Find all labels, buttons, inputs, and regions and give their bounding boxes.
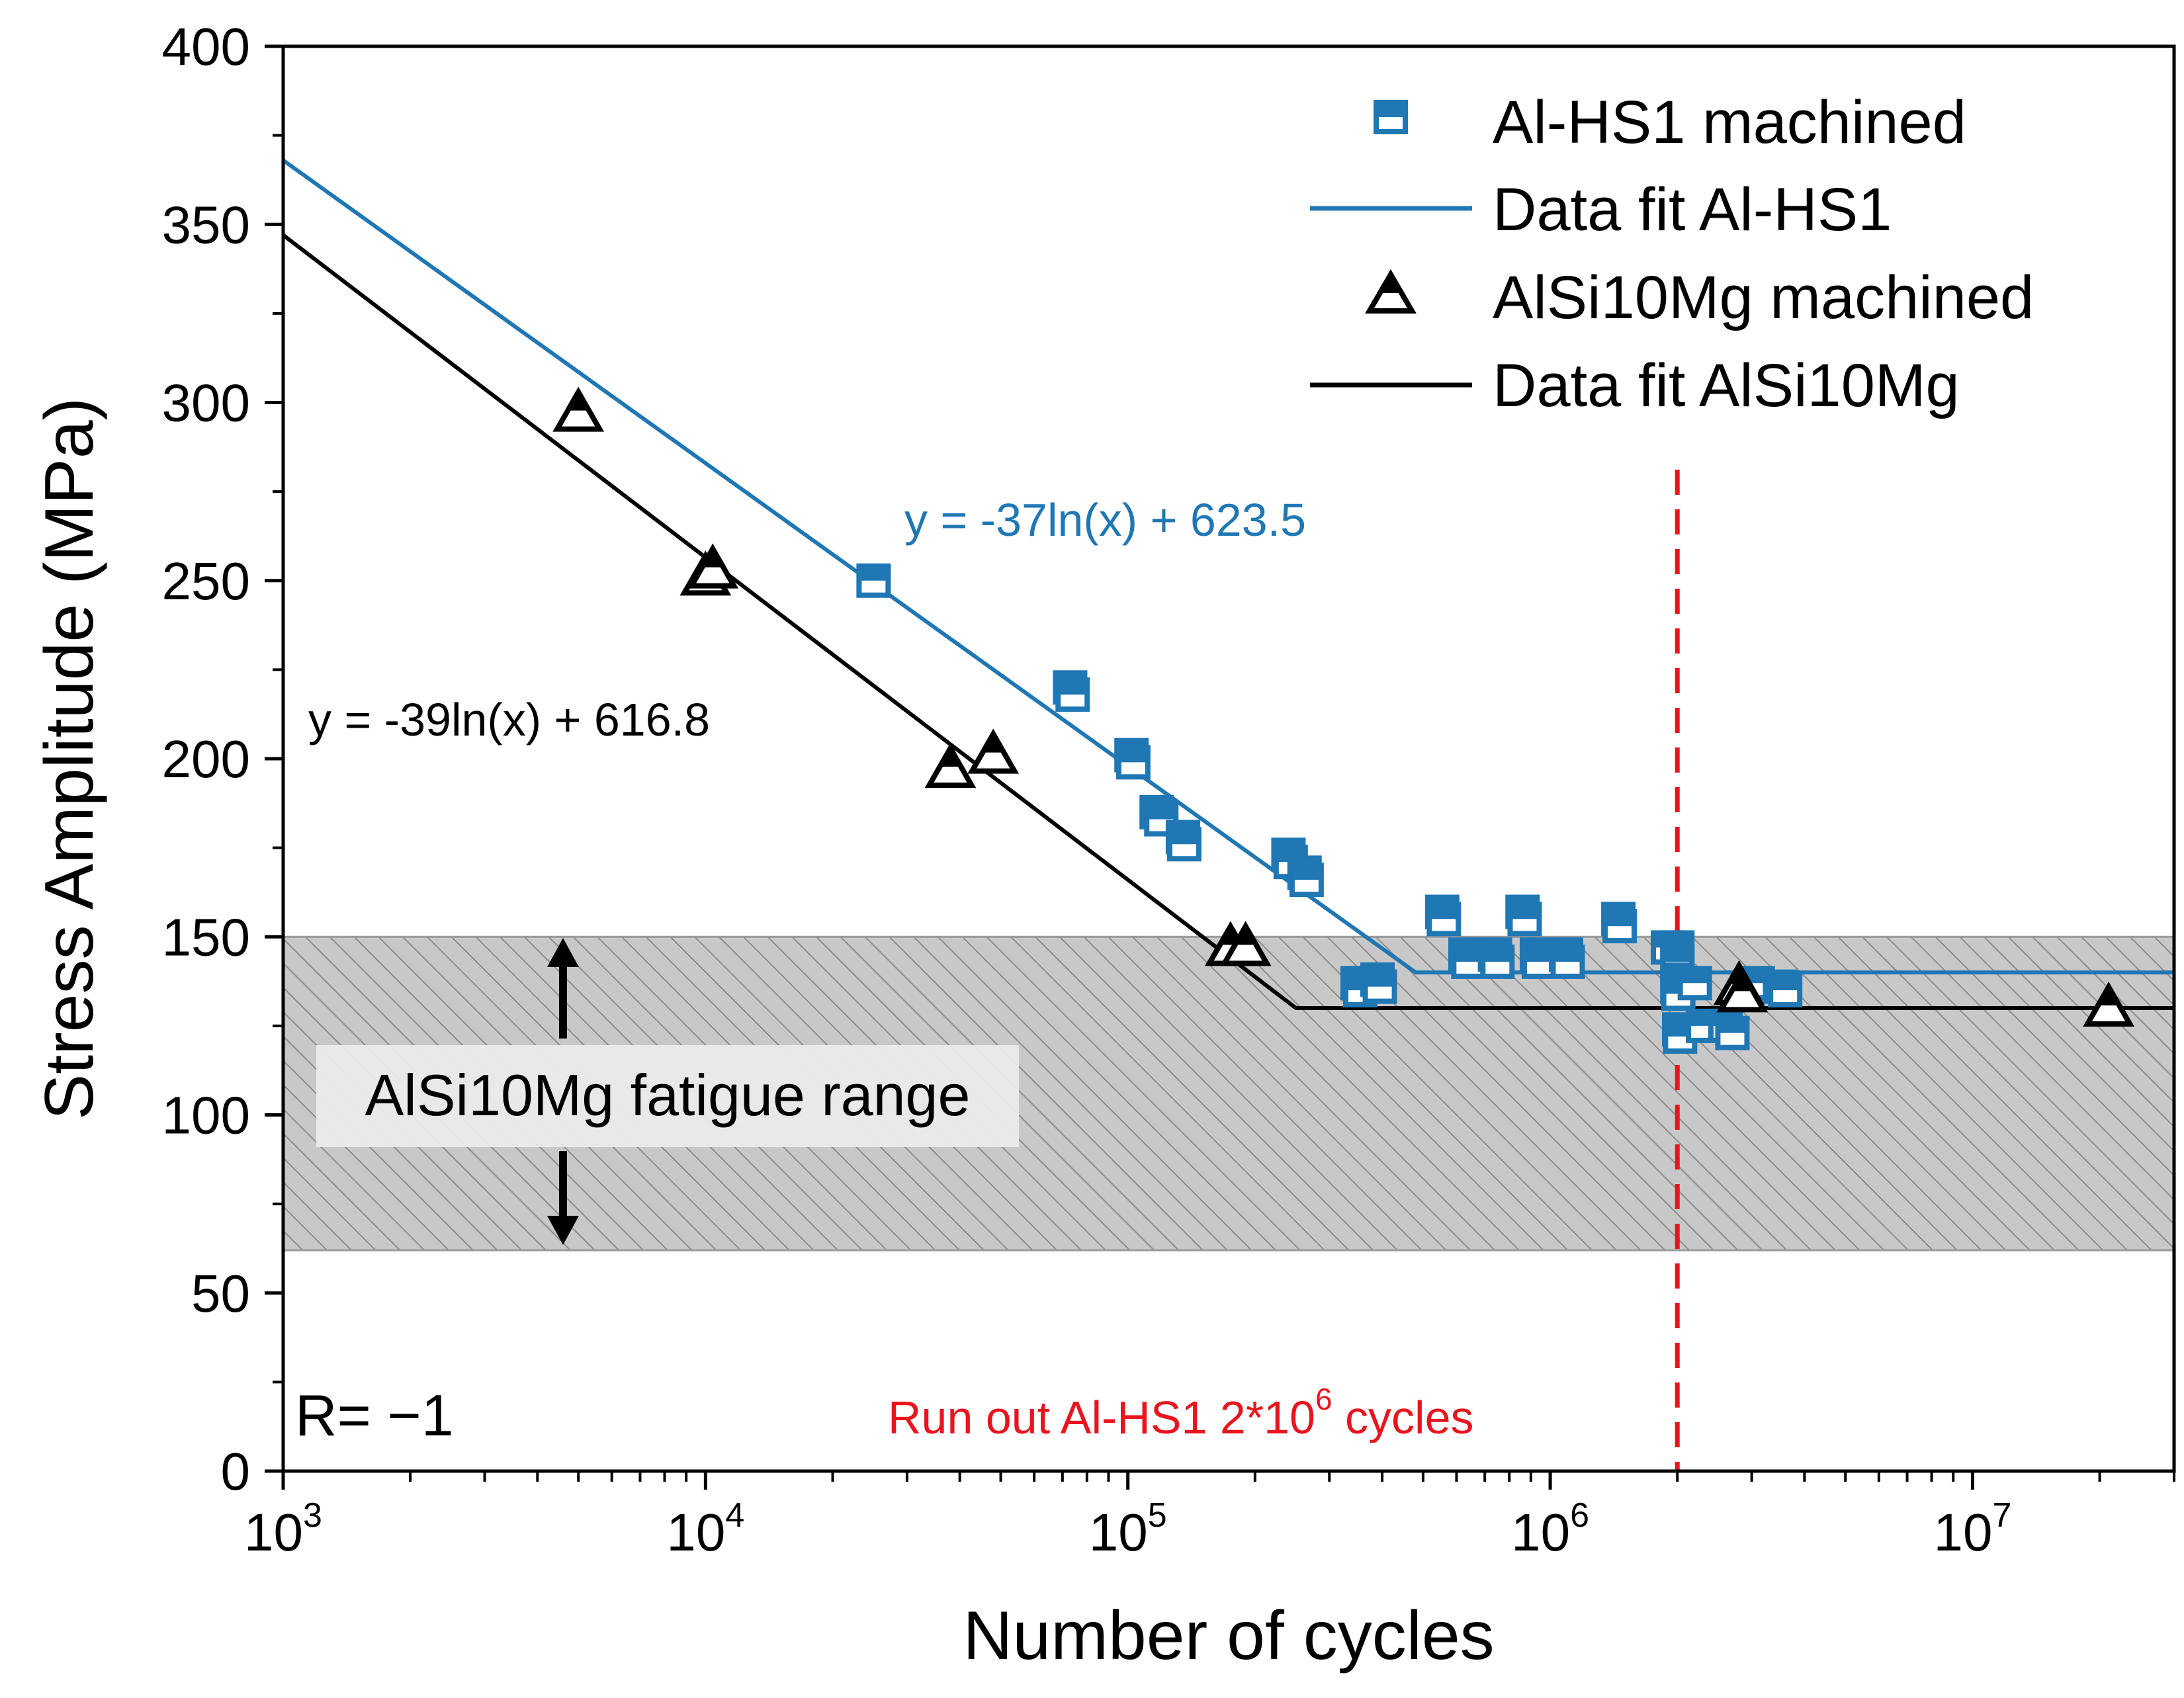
fit-equation-alsi10mg: y = -39ln(x) + 616.8	[308, 694, 710, 745]
al-hs1-point	[1426, 902, 1462, 937]
y-tick-label: 150	[162, 908, 250, 966]
square-marker-fill	[1429, 904, 1459, 919]
al-hs1-point	[1115, 745, 1151, 780]
x-tick-label: 106	[1511, 1496, 1589, 1562]
arrow-down-head	[547, 1216, 579, 1245]
fatigue-range-label-box	[316, 1045, 1019, 1147]
al-hs1-markers	[856, 563, 1803, 1054]
x-axis-title: Number of cycles	[963, 1597, 1494, 1674]
al-hs1-point	[1480, 944, 1515, 979]
square-marker-fill	[1147, 804, 1176, 820]
triangle-marker-fill	[568, 392, 590, 411]
al-hs1-point	[1166, 827, 1201, 862]
al-hs1-point	[1602, 909, 1637, 944]
y-tick-label: 200	[162, 730, 250, 788]
y-tick-label: 250	[162, 552, 250, 611]
square-marker-fill	[1718, 1018, 1747, 1033]
square-marker-fill	[1663, 933, 1692, 948]
y-tick-label: 0	[221, 1442, 251, 1501]
al-hs1-point	[1362, 969, 1397, 1004]
legend-triangle-marker-fill	[1380, 275, 1401, 293]
square-marker-fill	[1553, 947, 1583, 962]
x-tick-label: 105	[1089, 1496, 1167, 1562]
triangle-marker-fill	[702, 548, 724, 568]
square-marker-fill	[859, 566, 889, 581]
alsi10mg-point	[1716, 967, 1769, 1013]
plot-frame	[281, 44, 2176, 1473]
al-hs1-point	[1677, 966, 1712, 1001]
y-tick-label: 50	[191, 1264, 250, 1323]
square-marker-fill	[1524, 947, 1553, 962]
alsi10mg-markers	[552, 386, 2135, 1027]
legend-label-fit-alsi10mg: Data fit AlSi10Mg	[1493, 352, 1960, 419]
triangle-marker-fill	[939, 748, 961, 767]
x-tick-label: 104	[666, 1496, 744, 1562]
al-hs1-point	[1507, 902, 1542, 937]
square-marker-fill	[1770, 976, 1800, 991]
legend-item-al-hs1-machined: Al-HS1 machined	[1374, 89, 1966, 156]
triangle-marker-fill	[2098, 986, 2120, 1005]
r-ratio-label: R= −1	[295, 1382, 454, 1448]
square-marker-fill	[1604, 912, 1634, 927]
legend-label-alsi10mg-machined: AlSi10Mg machined	[1493, 264, 2034, 331]
y-tick-label: 300	[162, 374, 250, 433]
square-marker-fill	[1454, 947, 1483, 962]
fit-line-al-hs1	[283, 158, 2174, 975]
runout-label-main: Run out Al-HS1 2*10	[888, 1392, 1315, 1443]
al-hs1-point	[1550, 944, 1585, 979]
fatigue-range-label: AlSi10Mg fatigue range	[365, 1062, 971, 1128]
square-marker-fill	[1483, 947, 1512, 962]
runout-label: Run out Al-HS1 2*106 cycles	[888, 1382, 1474, 1443]
y-tick-label: 400	[162, 17, 250, 76]
al-hs1-point	[1055, 677, 1090, 712]
triangle-marker-fill	[983, 734, 1004, 753]
square-marker-fill	[1680, 968, 1710, 984]
legend-label-al-hs1-machined: Al-HS1 machined	[1493, 89, 1966, 156]
al-hs1-point	[856, 563, 891, 598]
alsi10mg-point	[552, 386, 605, 432]
triangle-marker-fill	[1731, 972, 1753, 992]
legend-item-fit-alsi10mg: Data fit AlSi10Mg	[1310, 352, 1960, 419]
y-tick-label: 350	[162, 195, 250, 254]
square-marker-fill	[1365, 972, 1395, 987]
runout-label-exponent: 6	[1315, 1382, 1332, 1416]
y-axis-ticks: 0 50 100 150 200 250 300 350 400	[162, 17, 283, 1501]
square-marker-fill	[1510, 904, 1540, 919]
alsi10mg-point	[967, 728, 1020, 774]
legend-label-fit-al-hs1: Data fit Al-HS1	[1493, 176, 1892, 243]
al-hs1-point	[1715, 1015, 1750, 1050]
square-marker-fill	[1169, 829, 1199, 845]
fit-equation-al-hs1: y = -37ln(x) + 623.5	[904, 494, 1306, 546]
triangle-marker-fill	[1235, 926, 1256, 945]
alsi10mg-point	[924, 743, 977, 788]
x-axis-ticks: 103 104 105 106 107	[244, 1471, 2175, 1562]
fit-line-alsi10mg	[283, 233, 2174, 1010]
alsi10mg-point	[1219, 921, 1272, 966]
y-tick-label: 100	[162, 1086, 250, 1145]
alsi10mg-point	[2083, 981, 2135, 1027]
alsi10mg-point	[687, 543, 739, 589]
legend-square-marker-fill	[1376, 103, 1405, 117]
arrow-up-head	[547, 938, 579, 967]
square-marker-fill	[1291, 865, 1321, 880]
x-tick-label: 103	[244, 1496, 322, 1562]
legend-item-fit-al-hs1: Data fit Al-HS1	[1310, 176, 1892, 243]
x-tick-label: 107	[1933, 1496, 2011, 1562]
square-marker-fill	[1058, 680, 1088, 695]
square-marker-fill	[1118, 747, 1148, 763]
runout-label-suffix: cycles	[1332, 1392, 1474, 1443]
y-axis-title: Stress Amplitude (MPa)	[31, 398, 108, 1120]
range-arrows	[547, 938, 579, 1245]
al-hs1-point	[1289, 863, 1324, 898]
legend-item-alsi10mg-machined: AlSi10Mg machined	[1365, 264, 2034, 331]
al-hs1-point	[1768, 973, 1803, 1008]
square-marker-fill	[1663, 947, 1692, 962]
legend: Al-HS1 machined Data fit Al-HS1 AlSi10Mg…	[1310, 89, 2034, 419]
